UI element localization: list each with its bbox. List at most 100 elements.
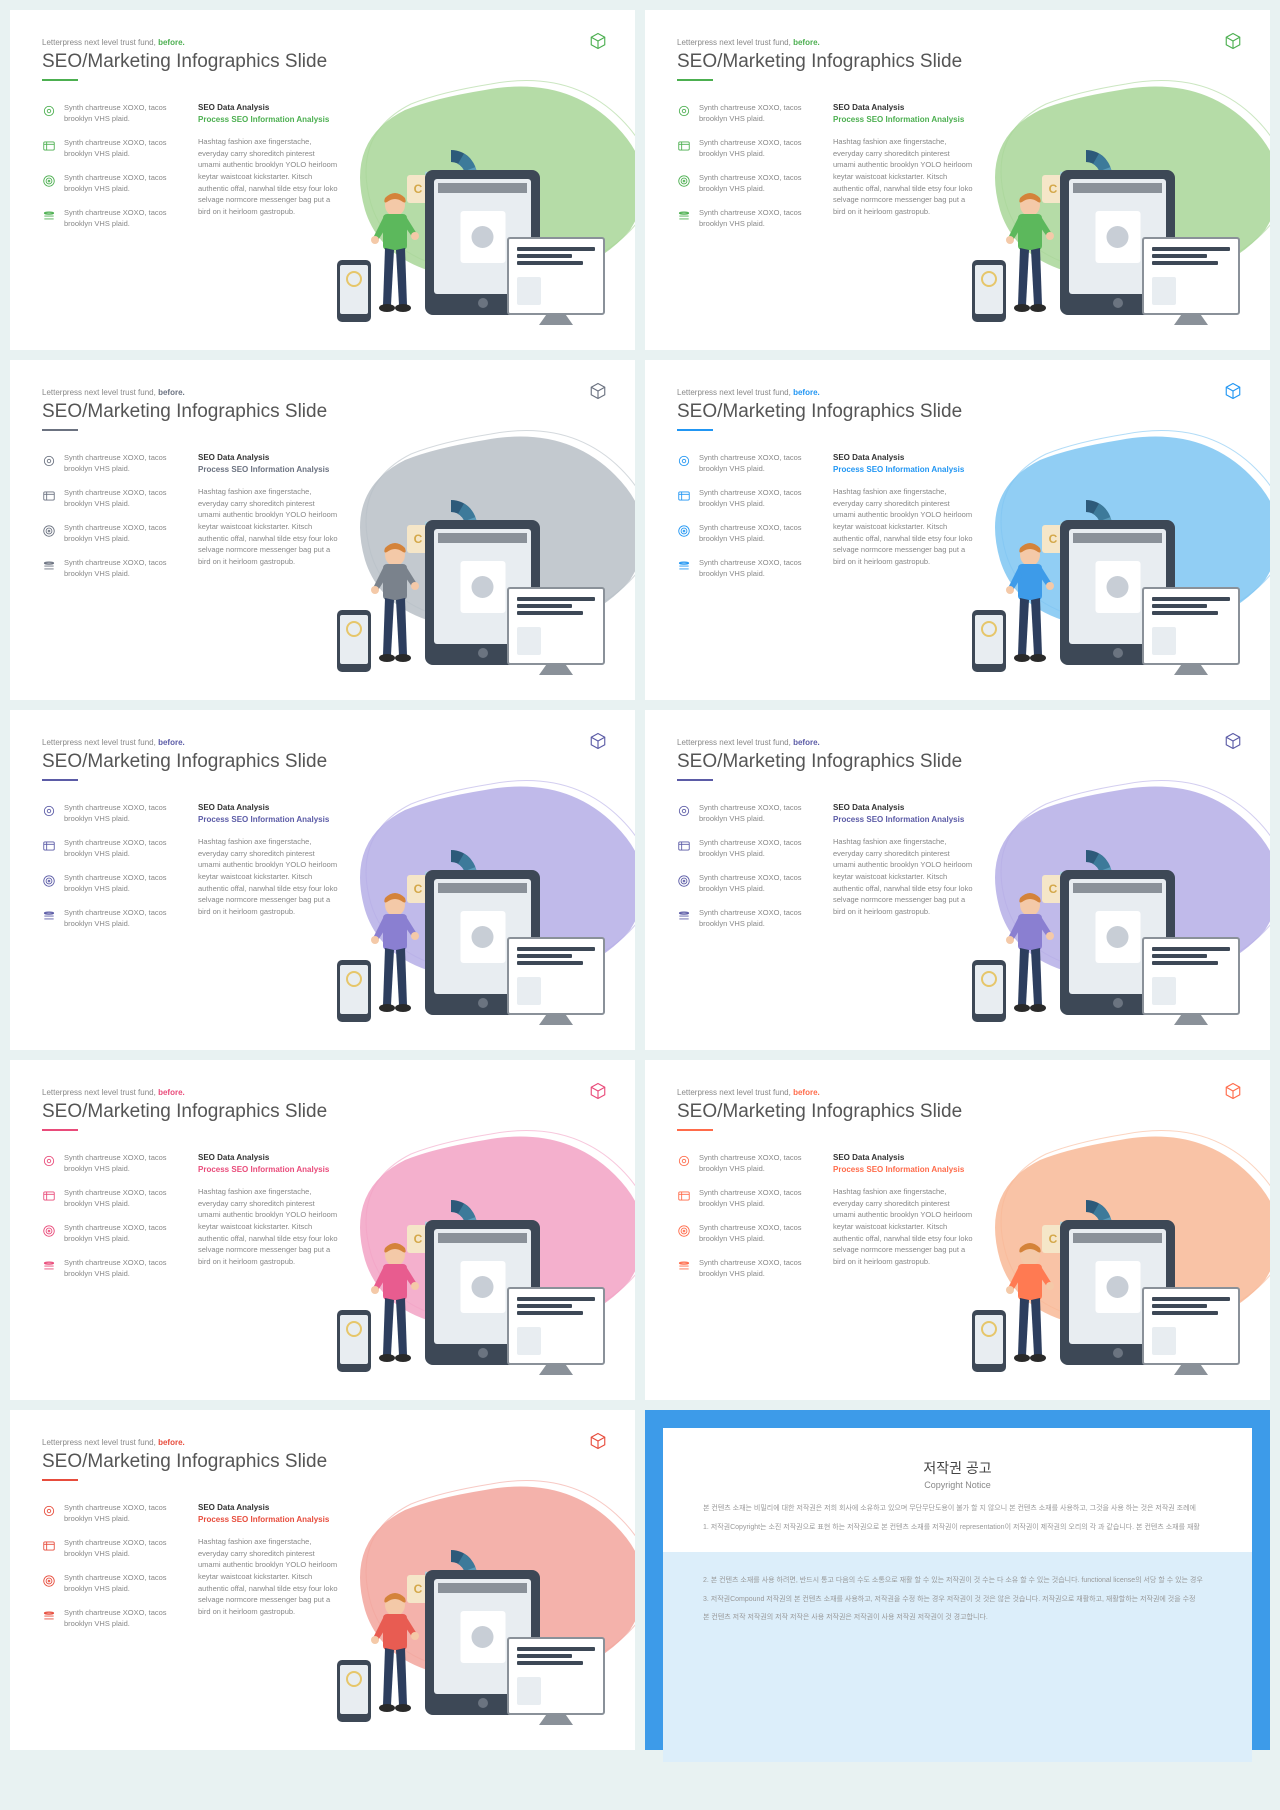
bullet-item: Synth chartreuse XOXO, tacos brooklyn VH…: [677, 1153, 805, 1174]
eyebrow: Letterpress next level trust fund, befor…: [42, 1438, 603, 1447]
cube-icon: [1224, 732, 1242, 755]
bullet-icon: [42, 1259, 56, 1273]
bullet-text: Synth chartreuse XOXO, tacos brooklyn VH…: [64, 803, 170, 824]
bullet-text: Synth chartreuse XOXO, tacos brooklyn VH…: [699, 453, 805, 474]
bullet-icon: [42, 139, 56, 153]
bullet-column: Synth chartreuse XOXO, tacos brooklyn VH…: [677, 103, 805, 229]
phone-device: [337, 1660, 371, 1722]
bullet-item: Synth chartreuse XOXO, tacos brooklyn VH…: [677, 838, 805, 859]
bullet-item: Synth chartreuse XOXO, tacos brooklyn VH…: [42, 873, 170, 894]
bullet-item: Synth chartreuse XOXO, tacos brooklyn VH…: [677, 558, 805, 579]
notice-para: 3. 저작권Compound 저작권의 본 컨텐츠 소재를 사용하고, 저작권을…: [703, 1595, 1212, 1606]
bullet-icon: [677, 1224, 691, 1238]
bullet-icon: [677, 804, 691, 818]
monitor-device: [1142, 937, 1240, 1015]
slide-title: SEO/Marketing Infographics Slide: [677, 1101, 1238, 1123]
person-figure: [1000, 190, 1060, 320]
monitor-device: [507, 1637, 605, 1715]
bullet-item: Synth chartreuse XOXO, tacos brooklyn VH…: [677, 103, 805, 124]
body-text: Hashtag fashion axe fingerstache, everyd…: [198, 1186, 338, 1267]
cube-icon: [589, 1432, 607, 1455]
bullet-item: Synth chartreuse XOXO, tacos brooklyn VH…: [42, 1538, 170, 1559]
title-underline: [677, 429, 713, 431]
monitor-device: [507, 587, 605, 665]
infographic-slide: Letterpress next level trust fund, befor…: [10, 1410, 635, 1750]
slide-title: SEO/Marketing Infographics Slide: [42, 1101, 603, 1123]
subheading-2: Process SEO Information Analysis: [198, 1515, 338, 1524]
subheading-2: Process SEO Information Analysis: [833, 815, 973, 824]
phone-device: [337, 610, 371, 672]
subheading-1: SEO Data Analysis: [198, 1503, 338, 1512]
bullet-text: Synth chartreuse XOXO, tacos brooklyn VH…: [699, 803, 805, 824]
title-underline: [42, 429, 78, 431]
text-column: SEO Data Analysis Process SEO Informatio…: [198, 1503, 338, 1629]
cube-icon: [1224, 382, 1242, 405]
bullet-text: Synth chartreuse XOXO, tacos brooklyn VH…: [699, 1258, 805, 1279]
title-underline: [42, 79, 78, 81]
subheading-2: Process SEO Information Analysis: [198, 1165, 338, 1174]
bullet-item: Synth chartreuse XOXO, tacos brooklyn VH…: [42, 138, 170, 159]
bullet-icon: [677, 209, 691, 223]
bullet-text: Synth chartreuse XOXO, tacos brooklyn VH…: [64, 208, 170, 229]
bullet-icon: [677, 874, 691, 888]
text-column: SEO Data Analysis Process SEO Informatio…: [833, 1153, 973, 1279]
bullet-text: Synth chartreuse XOXO, tacos brooklyn VH…: [64, 1188, 170, 1209]
bullet-item: Synth chartreuse XOXO, tacos brooklyn VH…: [42, 838, 170, 859]
cube-icon: [589, 382, 607, 405]
bullet-text: Synth chartreuse XOXO, tacos brooklyn VH…: [699, 523, 805, 544]
text-column: SEO Data Analysis Process SEO Informatio…: [198, 453, 338, 579]
bullet-icon: [677, 1154, 691, 1168]
subheading-2: Process SEO Information Analysis: [833, 465, 973, 474]
bullet-item: Synth chartreuse XOXO, tacos brooklyn VH…: [42, 488, 170, 509]
eyebrow: Letterpress next level trust fund, befor…: [42, 388, 603, 397]
subheading-1: SEO Data Analysis: [198, 103, 338, 112]
illustration: C: [355, 830, 605, 1030]
bullet-text: Synth chartreuse XOXO, tacos brooklyn VH…: [64, 838, 170, 859]
illustration: C: [355, 480, 605, 680]
subheading-1: SEO Data Analysis: [833, 453, 973, 462]
eyebrow: Letterpress next level trust fund, befor…: [677, 738, 1238, 747]
bullet-item: Synth chartreuse XOXO, tacos brooklyn VH…: [42, 908, 170, 929]
bullet-item: Synth chartreuse XOXO, tacos brooklyn VH…: [677, 908, 805, 929]
bullet-text: Synth chartreuse XOXO, tacos brooklyn VH…: [699, 138, 805, 159]
illustration: C: [355, 130, 605, 330]
bullet-column: Synth chartreuse XOXO, tacos brooklyn VH…: [42, 1153, 170, 1279]
slide-title: SEO/Marketing Infographics Slide: [42, 401, 603, 423]
text-column: SEO Data Analysis Process SEO Informatio…: [833, 103, 973, 229]
bullet-icon: [677, 174, 691, 188]
infographic-slide: Letterpress next level trust fund, befor…: [645, 10, 1270, 350]
bullet-item: Synth chartreuse XOXO, tacos brooklyn VH…: [42, 803, 170, 824]
cube-icon: [589, 1082, 607, 1105]
bullet-icon: [42, 804, 56, 818]
bullet-item: Synth chartreuse XOXO, tacos brooklyn VH…: [42, 523, 170, 544]
eyebrow: Letterpress next level trust fund, befor…: [42, 38, 603, 47]
bullet-column: Synth chartreuse XOXO, tacos brooklyn VH…: [42, 803, 170, 929]
body-text: Hashtag fashion axe fingerstache, everyd…: [198, 486, 338, 567]
bullet-text: Synth chartreuse XOXO, tacos brooklyn VH…: [699, 1223, 805, 1244]
cube-icon: [589, 732, 607, 755]
person-figure: [1000, 890, 1060, 1020]
subheading-2: Process SEO Information Analysis: [833, 115, 973, 124]
title-underline: [42, 1479, 78, 1481]
bullet-item: Synth chartreuse XOXO, tacos brooklyn VH…: [42, 1258, 170, 1279]
bullet-icon: [42, 909, 56, 923]
bullet-icon: [42, 174, 56, 188]
bullet-item: Synth chartreuse XOXO, tacos brooklyn VH…: [677, 1223, 805, 1244]
person-figure: [365, 890, 425, 1020]
bullet-text: Synth chartreuse XOXO, tacos brooklyn VH…: [64, 1608, 170, 1629]
infographic-slide: Letterpress next level trust fund, befor…: [645, 360, 1270, 700]
bullet-text: Synth chartreuse XOXO, tacos brooklyn VH…: [699, 1153, 805, 1174]
body-text: Hashtag fashion axe fingerstache, everyd…: [198, 836, 338, 917]
bullet-icon: [42, 559, 56, 573]
cube-icon: [1224, 32, 1242, 55]
text-column: SEO Data Analysis Process SEO Informatio…: [198, 803, 338, 929]
bullet-text: Synth chartreuse XOXO, tacos brooklyn VH…: [64, 908, 170, 929]
bullet-text: Synth chartreuse XOXO, tacos brooklyn VH…: [699, 488, 805, 509]
bullet-item: Synth chartreuse XOXO, tacos brooklyn VH…: [42, 1573, 170, 1594]
infographic-slide: Letterpress next level trust fund, befor…: [645, 710, 1270, 1050]
bullet-text: Synth chartreuse XOXO, tacos brooklyn VH…: [64, 1258, 170, 1279]
body-text: Hashtag fashion axe fingerstache, everyd…: [198, 136, 338, 217]
person-figure: [1000, 540, 1060, 670]
notice-para: 1. 저작권Copyright는 소진 저작권으로 표현 하는 저작권으로 본 …: [703, 1523, 1212, 1534]
bullet-text: Synth chartreuse XOXO, tacos brooklyn VH…: [64, 453, 170, 474]
